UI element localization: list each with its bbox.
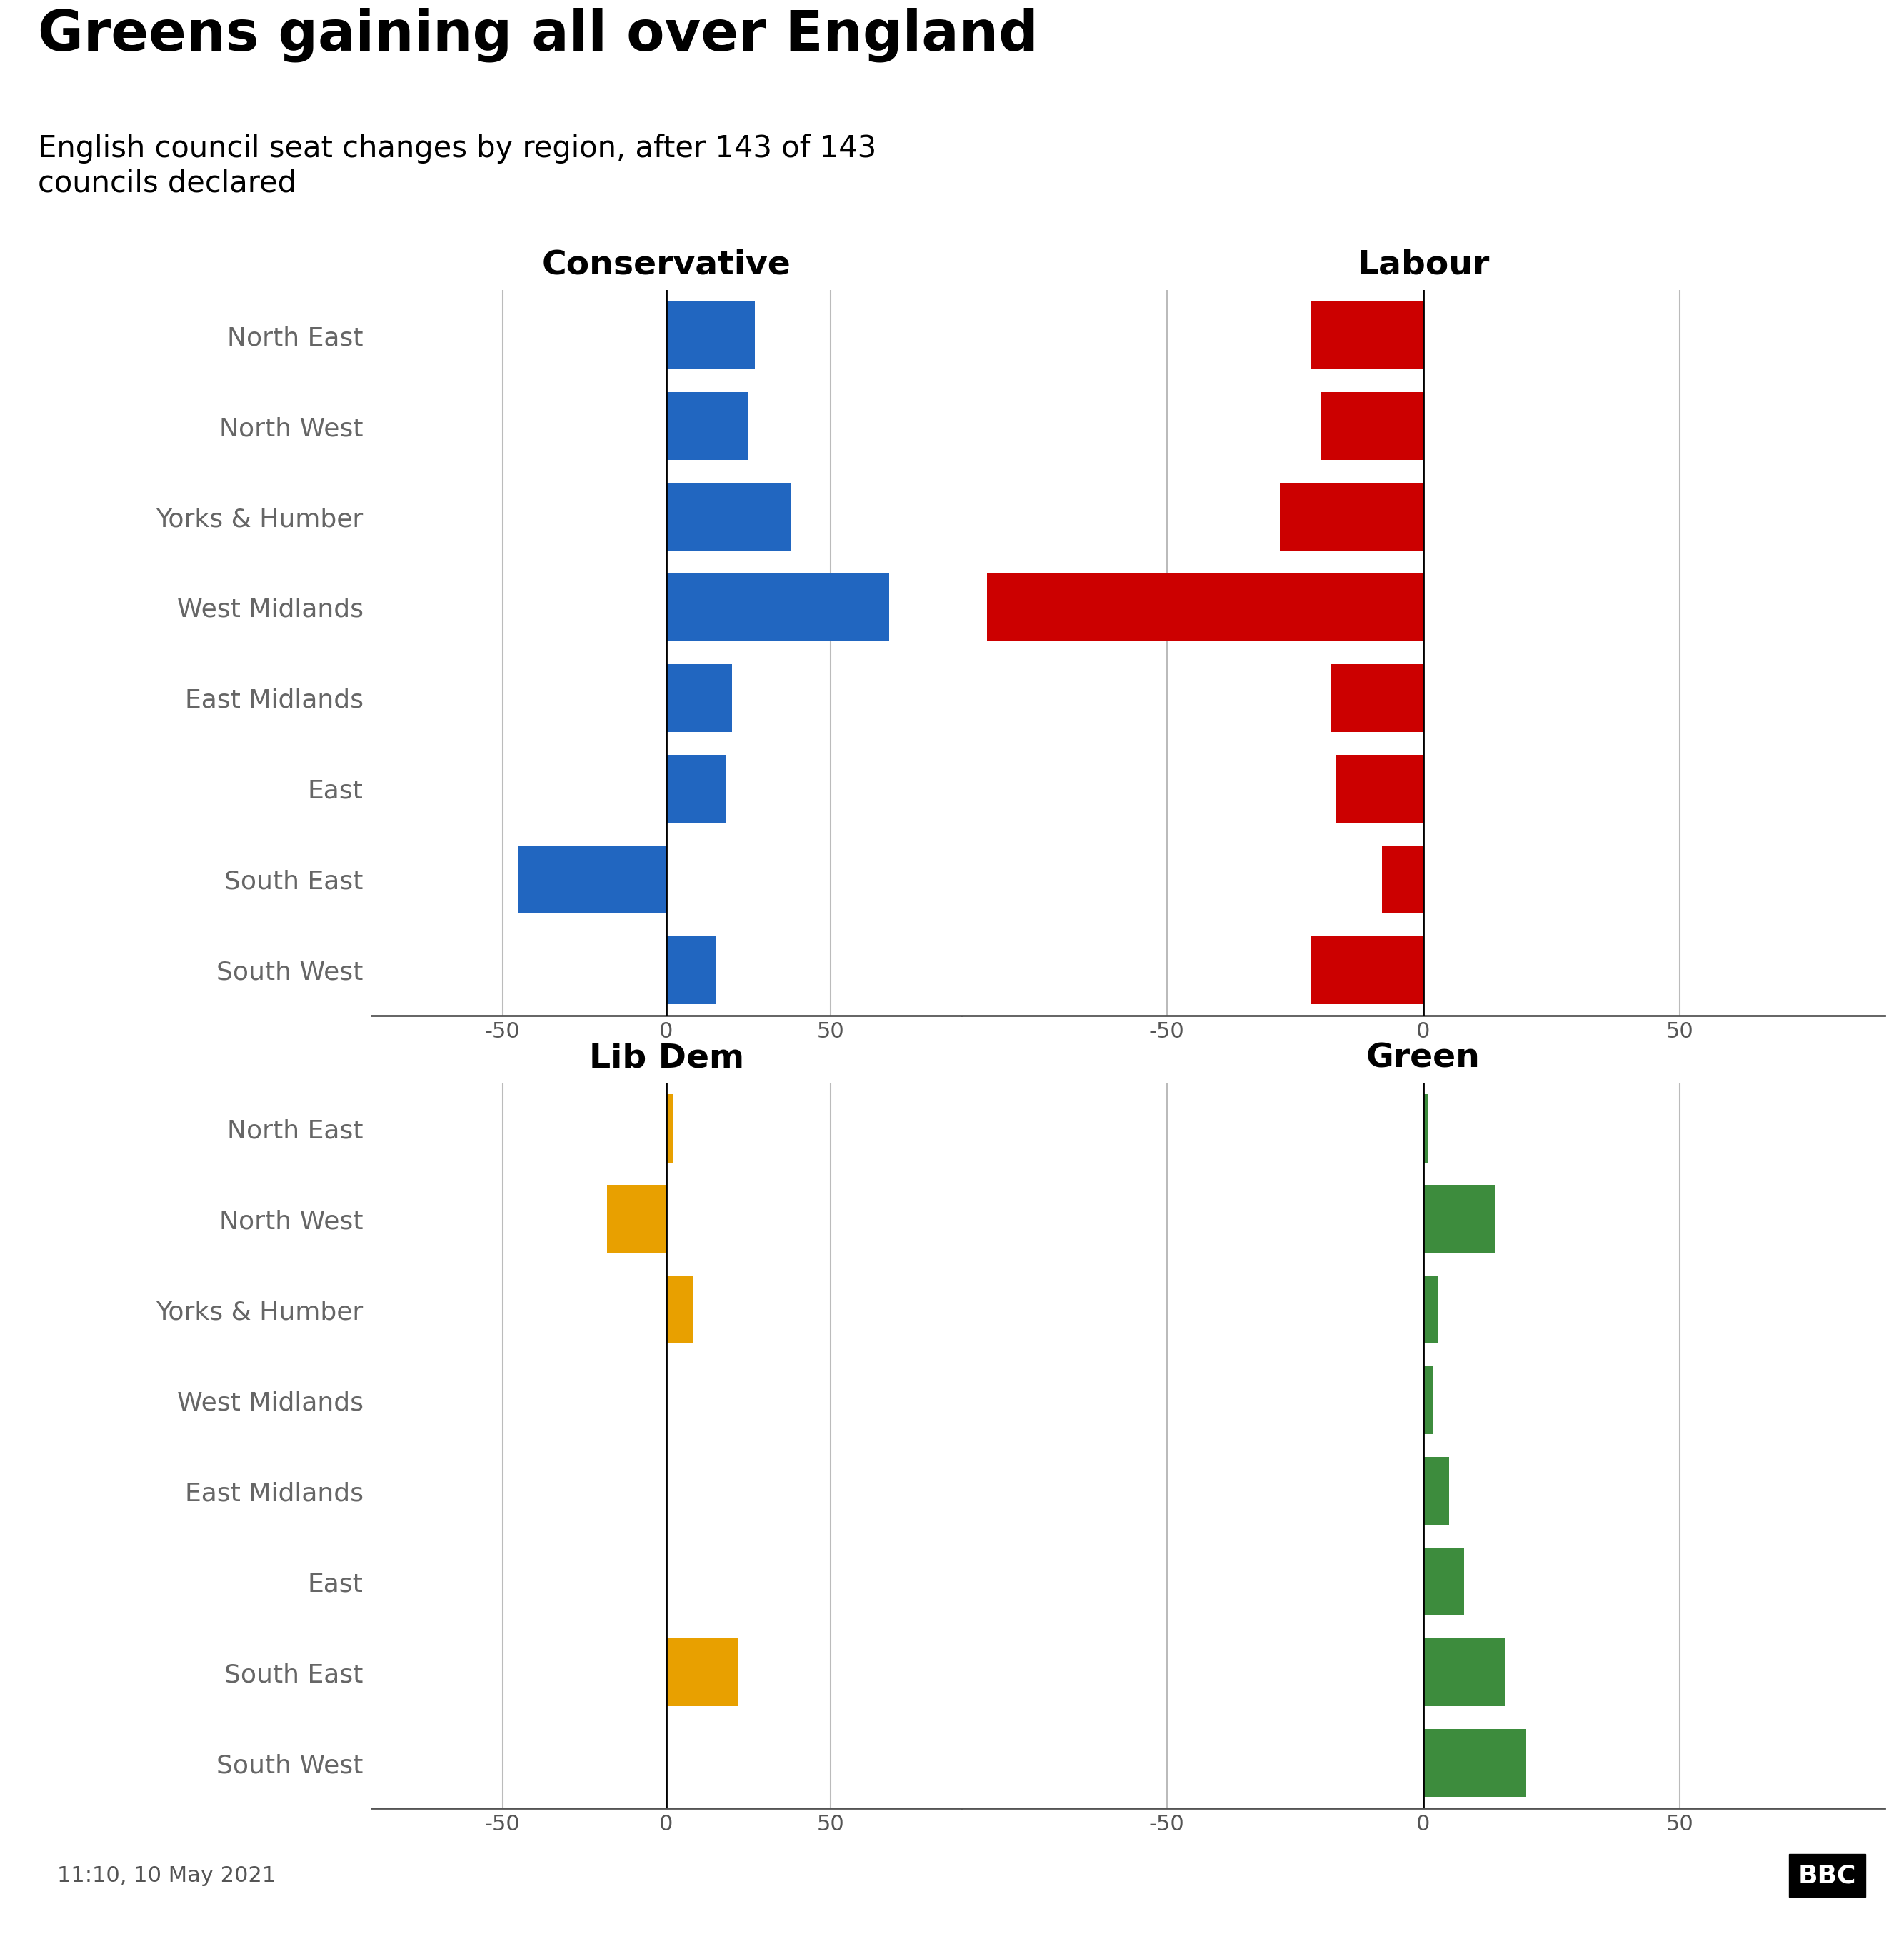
Text: Greens gaining all over England: Greens gaining all over England (38, 8, 1038, 62)
Bar (666, 1638, 739, 1706)
Bar (1337, 754, 1424, 822)
Text: 11:10, 10 May 2021: 11:10, 10 May 2021 (57, 1864, 276, 1886)
Title: Labour: Labour (1358, 249, 1489, 280)
Bar (1424, 1638, 1506, 1706)
Bar (666, 393, 748, 460)
Bar (1382, 845, 1424, 913)
Bar (1331, 663, 1424, 733)
Title: Lib Dem: Lib Dem (588, 1042, 744, 1073)
Bar (1310, 302, 1424, 369)
Bar (666, 936, 716, 1004)
Bar (666, 572, 889, 642)
Bar (666, 302, 754, 369)
Bar (1424, 1276, 1439, 1344)
Bar (1424, 1365, 1434, 1435)
Bar (1279, 484, 1424, 551)
Title: Green: Green (1367, 1042, 1479, 1073)
Bar (1321, 393, 1424, 460)
Bar (1424, 1095, 1428, 1162)
Bar (607, 1186, 666, 1253)
Title: Conservative: Conservative (543, 249, 790, 280)
Text: BBC: BBC (1797, 1862, 1856, 1888)
Bar (666, 663, 731, 733)
Bar (1424, 1547, 1464, 1615)
Bar (666, 1095, 672, 1162)
Bar (986, 572, 1424, 642)
Text: English council seat changes by region, after 143 of 143
councils declared: English council seat changes by region, … (38, 133, 876, 197)
Bar (1310, 936, 1424, 1004)
Bar (1424, 1729, 1525, 1797)
Bar (666, 754, 725, 822)
Bar (666, 484, 790, 551)
Bar (1424, 1186, 1495, 1253)
Bar (666, 1276, 693, 1344)
Bar (518, 845, 666, 913)
Bar (1424, 1456, 1449, 1526)
